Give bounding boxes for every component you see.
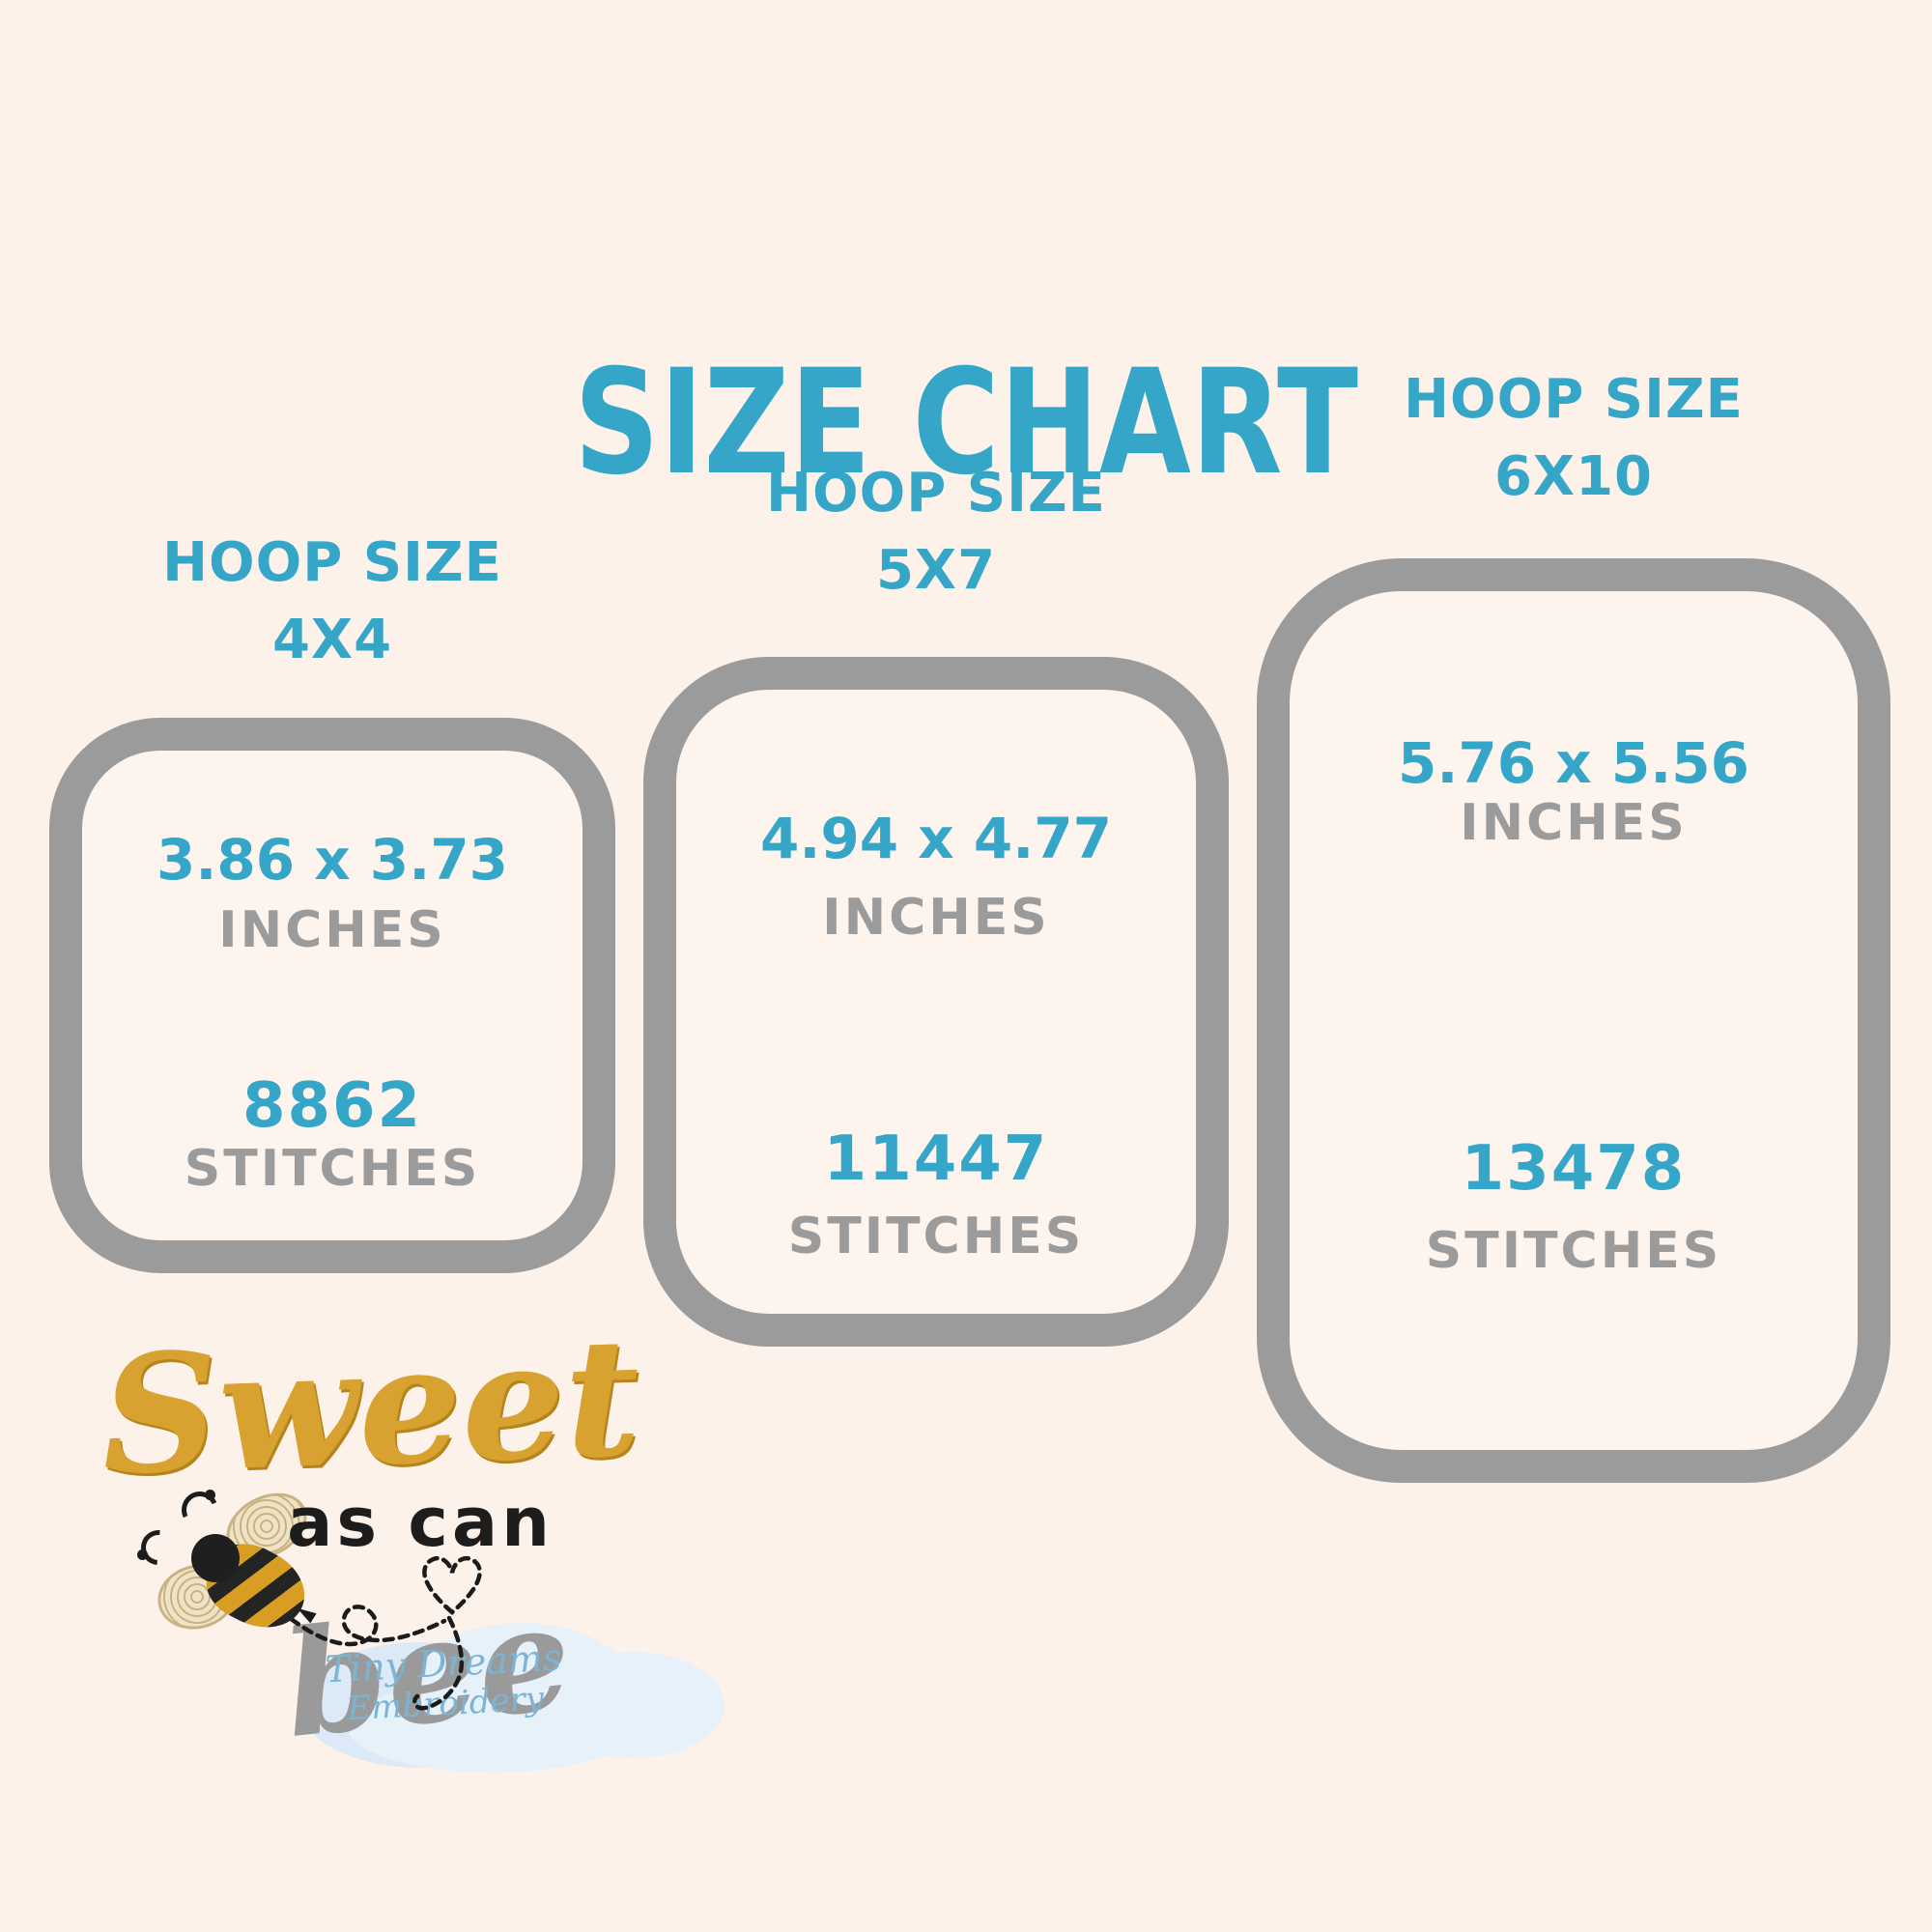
hoop-header-4x4: HOOP SIZE 4X4 <box>49 525 615 679</box>
stitch-count-label: STITCHES <box>1425 1222 1722 1280</box>
hoop-header-6x10: HOOP SIZE 6X10 <box>1257 361 1890 516</box>
hoop-size-label: HOOP SIZE <box>766 462 1106 525</box>
bee-antenna-tip <box>137 1549 148 1560</box>
stitch-count: 13478 <box>1461 1133 1687 1205</box>
hoop-size-label: HOOP SIZE <box>1404 368 1744 431</box>
dimensions-unit-label: INCHES <box>1460 794 1688 852</box>
hoop-size-label: HOOP SIZE <box>162 531 502 594</box>
cloud-shape <box>348 1681 638 1773</box>
dimensions-unit-label: INCHES <box>218 901 446 959</box>
stitch-count: 8862 <box>242 1070 423 1142</box>
stitch-count-label: STITCHES <box>787 1208 1085 1265</box>
design-dimensions: 3.86 x 3.73 <box>156 827 508 893</box>
logo-word-as-can: as can <box>287 1483 554 1562</box>
bee-flight-trail <box>276 1555 482 1711</box>
hoop-header-5x7: HOOP SIZE 5X7 <box>643 455 1229 610</box>
hoop-size-value: 6X10 <box>1493 445 1654 508</box>
trail-tail-path <box>412 1615 465 1711</box>
bee-head-icon <box>191 1534 240 1582</box>
hoop-box-4x4: 3.86 x 3.73 INCHES 8862 STITCHES <box>49 718 615 1273</box>
trail-loop-path <box>276 1605 447 1647</box>
bee-antenna-tip <box>205 1490 215 1500</box>
heart-outline <box>422 1555 482 1615</box>
design-dimensions: 5.76 x 5.56 <box>1397 730 1749 796</box>
hoop-size-value: 4X4 <box>271 609 393 671</box>
stitch-count-label: STITCHES <box>184 1140 481 1198</box>
page-title: SIZE CHART <box>574 338 1358 507</box>
hoop-box-5x7: 4.94 x 4.77 INCHES 11447 STITCHES <box>643 657 1229 1347</box>
logo-word-sweet: Sweet <box>98 1300 643 1512</box>
stitch-count: 11447 <box>823 1123 1049 1195</box>
design-dimensions: 4.94 x 4.77 <box>759 806 1112 871</box>
hoop-size-value: 5X7 <box>875 539 997 602</box>
dimensions-unit-label: INCHES <box>822 889 1050 947</box>
hoop-box-6x10: 5.76 x 5.56 INCHES 13478 STITCHES <box>1257 558 1890 1483</box>
